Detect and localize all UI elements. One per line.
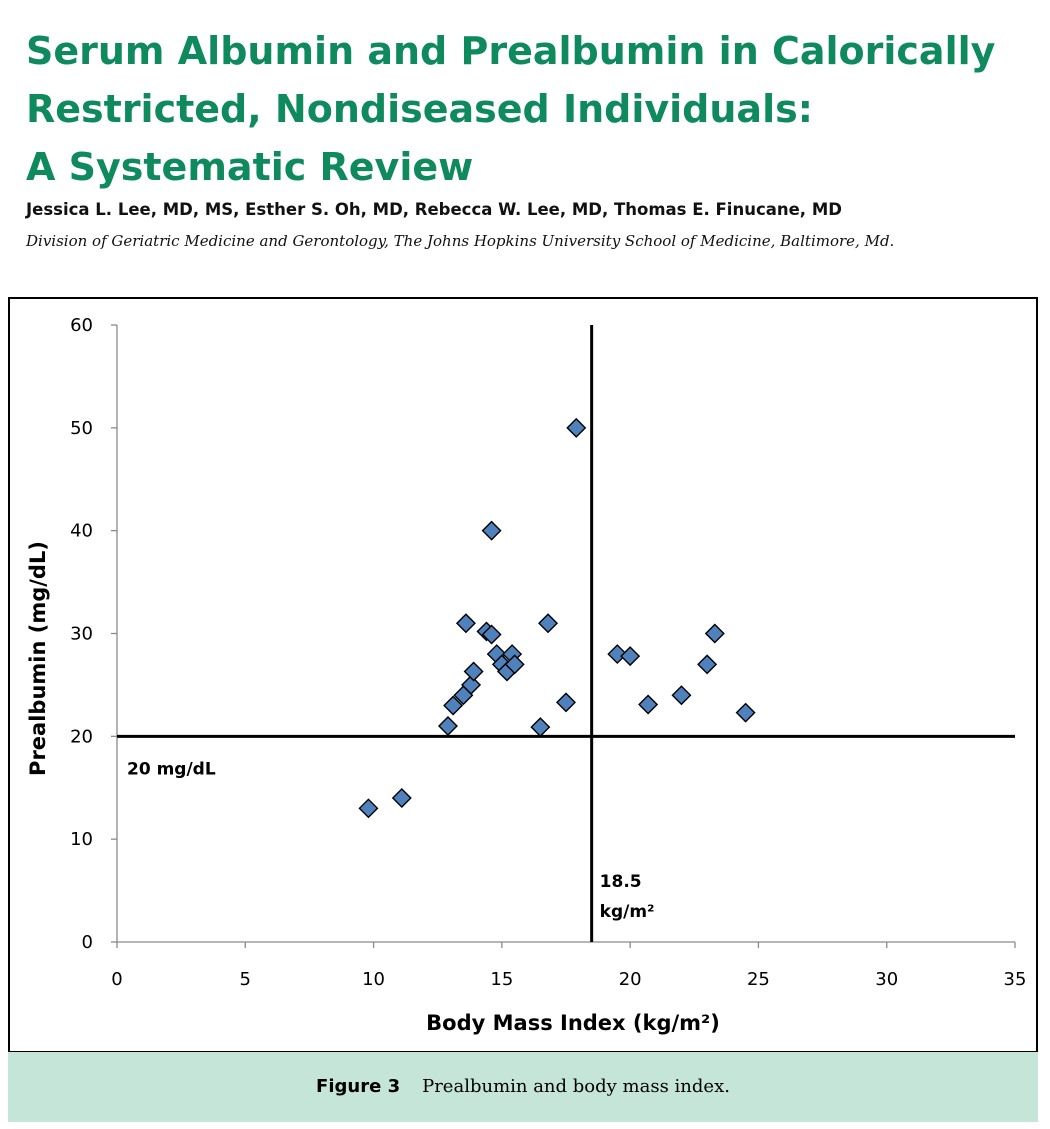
data-point-marker [530, 717, 551, 738]
y-axis-title: Prealbumin (mg/dL) [26, 541, 50, 776]
data-point-marker [463, 661, 484, 682]
x-tick-label: 30 [875, 969, 898, 990]
data-point-marker [461, 674, 482, 695]
affiliation: Division of Geriatric Medicine and Geron… [26, 232, 895, 250]
data-point-marker [704, 623, 725, 644]
x-tick-label: 5 [240, 969, 251, 990]
x-tick-label: 20 [619, 969, 642, 990]
reference-label-horizontal: 20 mg/dL [127, 759, 216, 779]
reference-label-vertical-line: 18.5 [600, 872, 642, 892]
title-line-1: Serum Albumin and Prealbumin in Calorica… [26, 29, 996, 73]
author-list: Jessica L. Lee, MD, MS, Esther S. Oh, MD… [26, 200, 842, 219]
data-point-marker [481, 624, 502, 645]
x-tick-label: 25 [747, 969, 770, 990]
data-point-marker [455, 613, 476, 634]
data-point-marker [566, 417, 587, 438]
reference-label-vertical-line: kg/m² [600, 902, 655, 922]
data-point-marker [504, 654, 525, 675]
data-point-marker [556, 692, 576, 713]
caption-text: Prealbumin and body mass index. [422, 1076, 730, 1097]
data-point-marker [671, 685, 692, 706]
y-tick-label: 40 [70, 521, 93, 542]
y-tick-label: 0 [82, 932, 93, 953]
data-point-marker [538, 613, 559, 634]
y-tick-label: 10 [70, 829, 93, 850]
y-tick-label: 20 [70, 726, 93, 747]
data-point-marker [358, 798, 379, 819]
data-point-marker [607, 644, 628, 665]
figure-caption: Figure 3 Prealbumin and body mass index. [8, 1052, 1038, 1122]
paper-title: Serum Albumin and Prealbumin in Calorica… [26, 22, 1036, 196]
data-point-marker [437, 716, 458, 737]
data-point-marker [481, 520, 502, 541]
data-point-marker [735, 702, 756, 723]
x-tick-label: 10 [362, 969, 385, 990]
data-point-marker [620, 646, 641, 667]
data-point-marker [638, 694, 659, 715]
scatter-chart: 0 10 20 30 40 50 60 0 5 10 15 20 25 30 35 Body Mass Ind… [26, 315, 1027, 1035]
figure-frame: 0 10 20 30 40 50 60 0 5 10 15 20 25 30 35 Body Mass Ind… [8, 297, 1038, 1053]
figure-label: Figure 3 [316, 1076, 401, 1097]
data-point-marker [443, 695, 464, 716]
title-line-3: A Systematic Review [26, 145, 474, 189]
x-tick-label: 35 [1004, 969, 1027, 990]
x-tick-label: 15 [490, 969, 513, 990]
title-line-2: Restricted, Nondiseased Individuals: [26, 87, 813, 131]
x-axis-title: Body Mass Index (kg/m²) [426, 1011, 720, 1035]
y-tick-label: 50 [70, 418, 93, 439]
data-point-marker [391, 788, 412, 809]
y-tick-label: 30 [70, 624, 93, 645]
data-point-marker [697, 654, 718, 675]
y-tick-label: 60 [70, 315, 93, 336]
x-tick-label: 0 [111, 969, 122, 990]
